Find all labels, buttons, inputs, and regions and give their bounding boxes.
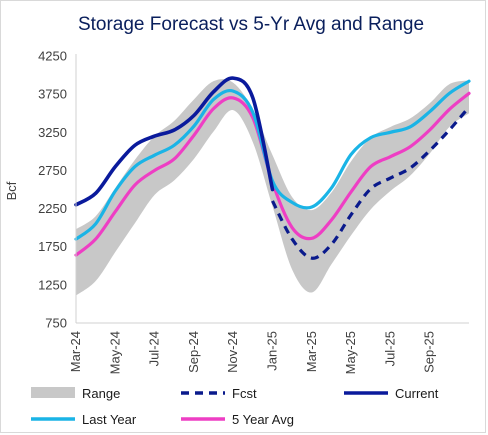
x-tick-label: Sep-25 — [422, 331, 437, 373]
x-tick-label: Mar-24 — [68, 331, 83, 372]
y-tick-label: 3250 — [38, 125, 67, 140]
plot-area — [74, 76, 471, 296]
legend-label-last-year: Last Year — [82, 412, 137, 427]
y-tick-label: 4250 — [38, 49, 67, 64]
y-tick-label: 1250 — [38, 277, 67, 292]
y-tick-label: 750 — [45, 316, 67, 331]
x-tick-label: Sep-24 — [186, 331, 201, 373]
x-tick-label: May-24 — [107, 331, 122, 374]
legend-swatch-range — [31, 387, 75, 398]
x-tick-label: Jul-25 — [382, 331, 397, 366]
y-axis-label: Bcf — [4, 181, 19, 200]
legend-label-5-year-avg: 5 Year Avg — [232, 412, 294, 427]
x-tick-label: Jul-24 — [147, 331, 162, 366]
y-tick-label: 2250 — [38, 201, 67, 216]
series-fcst-line — [271, 106, 471, 260]
x-tick-label: Nov-24 — [225, 331, 240, 373]
x-tick-label: Mar-25 — [304, 331, 319, 372]
x-tick-label: Jan-25 — [265, 331, 280, 371]
legend-label-fcst: Fcst — [232, 386, 257, 401]
axes: 750 1250 1750 2250 2750 3250 3750 4250 Mar-24 May… — [38, 49, 469, 374]
y-tick-label: 2750 — [38, 163, 67, 178]
y-tick-label: 3750 — [38, 87, 67, 102]
chart-title: Storage Forecast vs 5-Yr Avg and Range — [78, 14, 424, 35]
series-current-line — [74, 76, 275, 207]
legend: Range Fcst Current Last Year 5 Year Avg — [31, 386, 439, 427]
x-tick-label: May-25 — [343, 331, 358, 374]
legend-label-range: Range — [82, 386, 120, 401]
y-tick-label: 1750 — [38, 239, 67, 254]
legend-label-current: Current — [395, 386, 439, 401]
